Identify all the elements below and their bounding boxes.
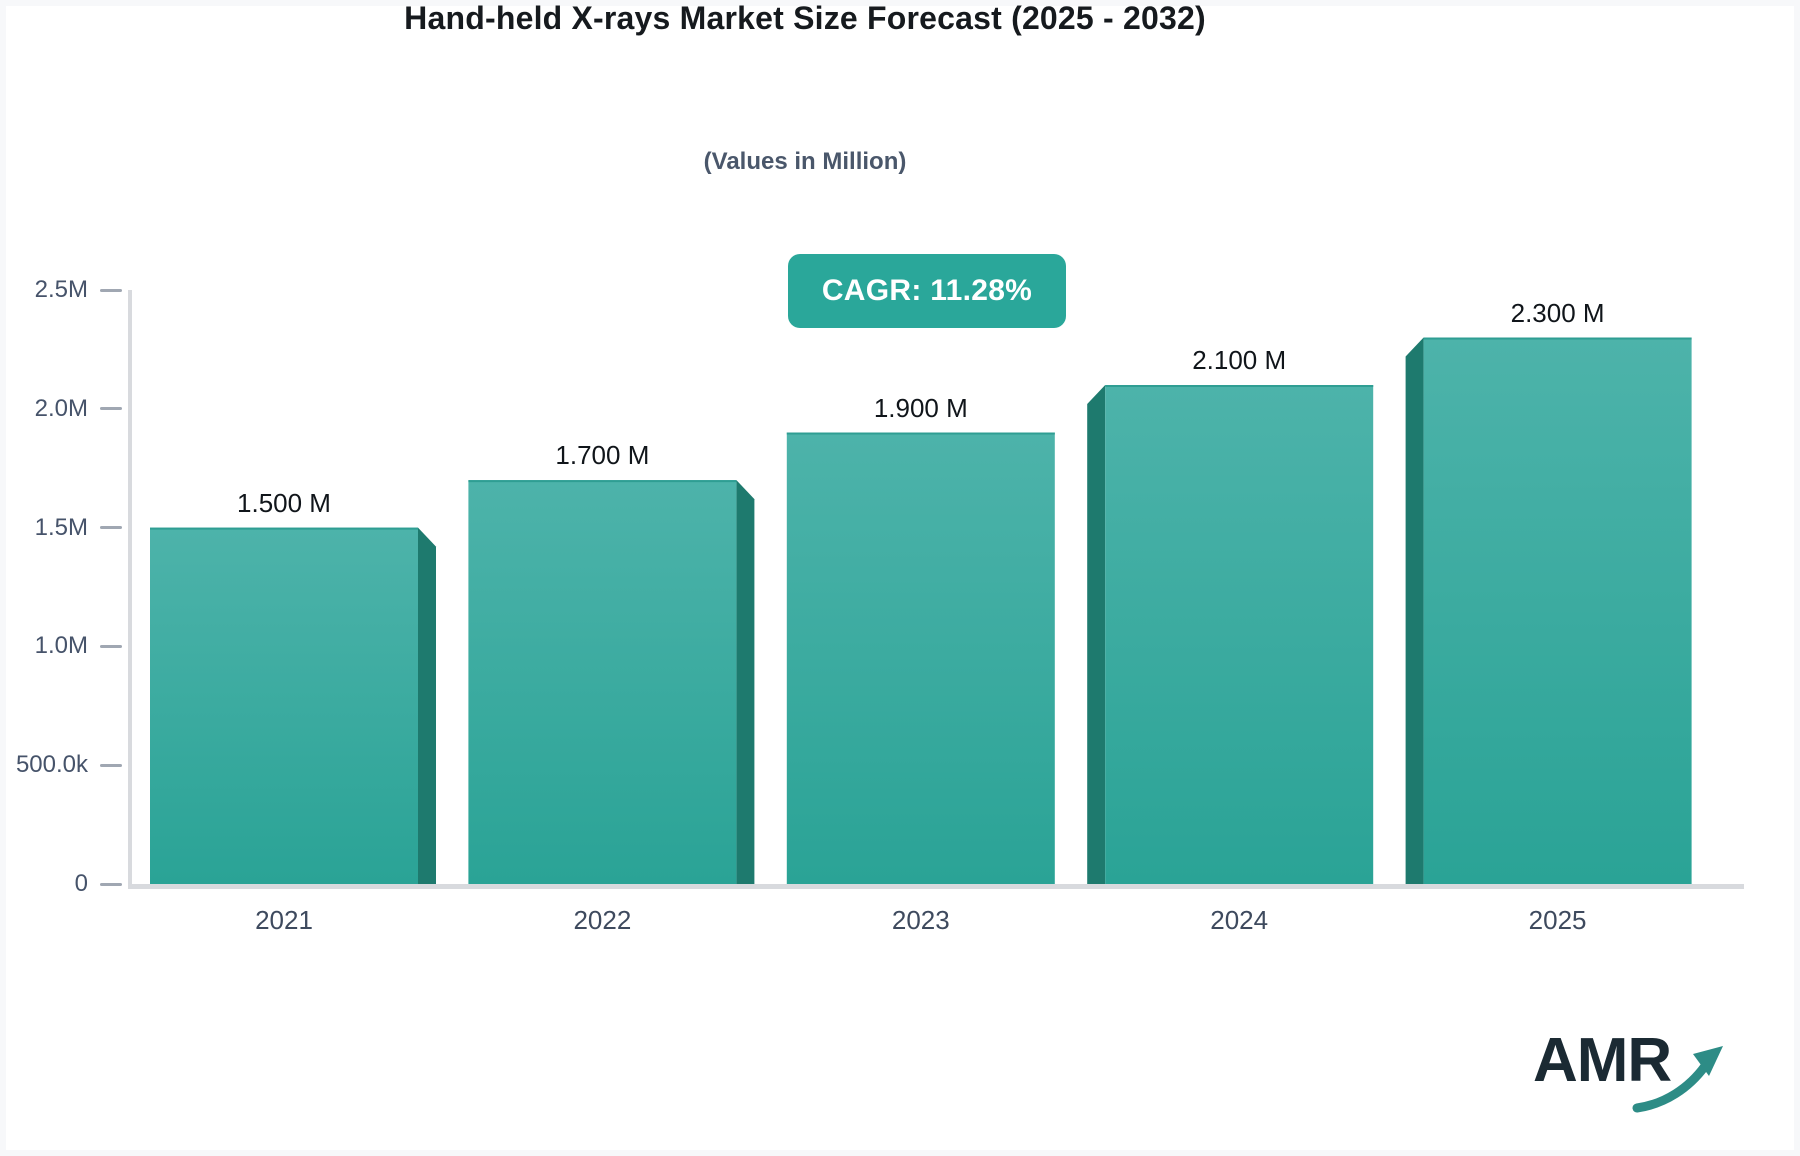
chart-title: Hand-held X-rays Market Size Forecast (2… <box>404 0 1206 36</box>
x-axis-label-2023: 2023 <box>891 905 950 935</box>
y-tick-mark <box>100 644 122 648</box>
y-tick-label-1.5M: 1.5M <box>34 513 88 541</box>
x-axis-line <box>128 884 1744 889</box>
y-tick-mark <box>100 882 122 886</box>
bar-value-label-2025: 2.300 M <box>1510 297 1605 328</box>
y-tick-label-1.0M: 1.0M <box>34 632 88 660</box>
y-tick-mark <box>100 407 122 411</box>
x-axis-label-2024: 2024 <box>1210 905 1269 935</box>
bar-2023 <box>786 432 1055 884</box>
bar-side-face-2024 <box>1087 385 1106 884</box>
chart-subtitle: (Values in Million) <box>703 148 907 175</box>
bar-2025 <box>1423 337 1692 884</box>
y-tick-label-500.0k: 500.0k <box>15 751 88 779</box>
bar-value-label-2021: 1.500 M <box>237 487 331 518</box>
bar-side-face-2022 <box>736 480 755 884</box>
x-axis-label-2022: 2022 <box>573 905 632 935</box>
bar-2021 <box>150 527 418 884</box>
y-tick-label-2.5M: 2.5M <box>34 276 88 303</box>
trend-up-arrow-icon <box>1632 1046 1723 1113</box>
bar-value-label-2023: 1.900 M <box>873 392 968 423</box>
cagr-badge-label: CAGR: 11.28% <box>821 274 1033 307</box>
amr-logo-text: AMR <box>1533 1026 1672 1095</box>
y-tick-mark <box>100 526 122 530</box>
y-tick-mark <box>100 763 122 767</box>
bar-value-label-2022: 1.700 M <box>555 440 650 471</box>
y-tick-mark <box>100 288 122 292</box>
y-axis-line <box>128 290 132 886</box>
y-tick-label-0: 0 <box>74 870 88 897</box>
amr-logo: AMR <box>1533 1030 1753 1120</box>
bar-side-face-2021 <box>418 527 436 884</box>
bar-side-face-2025 <box>1405 337 1424 884</box>
bar-2022 <box>468 480 737 884</box>
bar-2024 <box>1105 385 1374 884</box>
cagr-badge: CAGR: 11.28% <box>788 254 1066 328</box>
y-tick-label-2.0M: 2.0M <box>34 394 88 422</box>
x-axis-label-2025: 2025 <box>1528 905 1587 935</box>
x-axis-label-2021: 2021 <box>255 905 313 935</box>
bar-value-label-2024: 2.100 M <box>1192 345 1287 376</box>
